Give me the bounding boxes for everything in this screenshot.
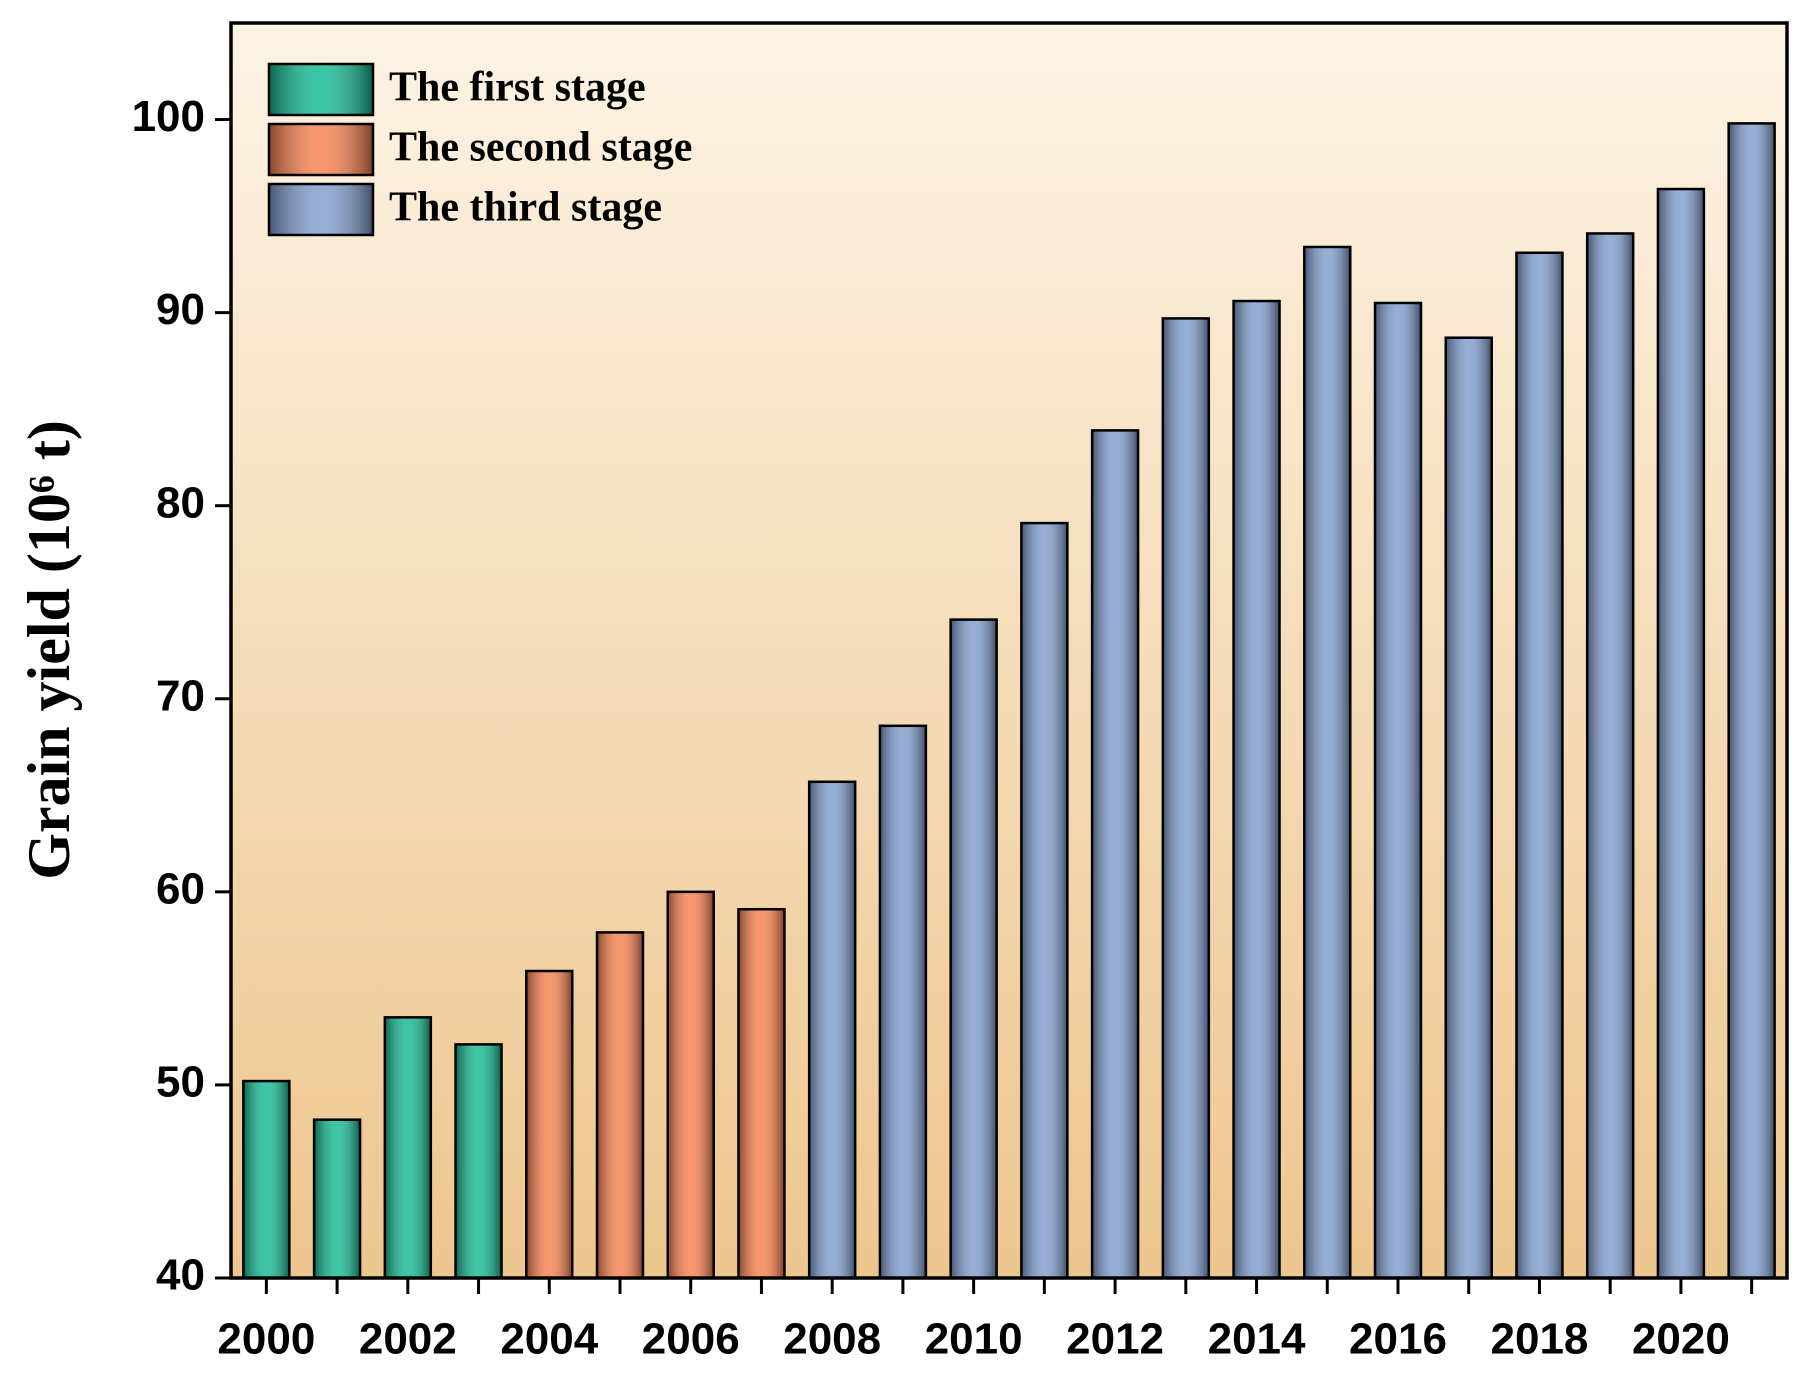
legend-swatch-shade: [267, 122, 375, 177]
legend-swatch-shade: [267, 182, 375, 237]
bar-shade: [878, 724, 928, 1280]
bar-shade: [1444, 336, 1493, 1280]
x-tick-label: 2016: [1349, 1315, 1447, 1364]
bar-shade: [312, 1118, 362, 1280]
bar-shade: [737, 907, 786, 1280]
y-tick-label: 50: [156, 1058, 205, 1107]
bar-shade: [1515, 251, 1564, 1280]
bar-shade: [595, 931, 645, 1280]
plot-frame: [229, 21, 1789, 1280]
x-tick-label: 2018: [1491, 1315, 1589, 1364]
y-tick-label: 100: [132, 92, 205, 141]
bar-shade: [1303, 245, 1352, 1280]
bar-shade: [525, 969, 574, 1280]
y-tick-label: 60: [156, 864, 205, 913]
bar-shade: [1090, 429, 1140, 1280]
y-axis-label: Grain yield (10⁶ t): [16, 420, 82, 880]
y-tick-label: 90: [156, 285, 205, 334]
x-tick-label: 2012: [1066, 1315, 1164, 1364]
y-tick-label: 70: [156, 671, 205, 720]
x-tick-label: 2000: [217, 1315, 315, 1364]
bar-shade: [1373, 301, 1423, 1280]
x-tick-label: 2008: [783, 1315, 881, 1364]
x-tick-label: 2006: [642, 1315, 740, 1364]
bar-shade: [1656, 187, 1706, 1280]
bar-shade: [1161, 317, 1211, 1280]
x-tick-label: 2020: [1632, 1315, 1730, 1364]
y-tick-label: 40: [156, 1251, 205, 1300]
bar-shade: [242, 1079, 291, 1280]
legend-label: The third stage: [389, 185, 662, 231]
bar-shade: [454, 1043, 503, 1280]
x-tick-label: 2002: [359, 1315, 457, 1364]
y-tick-label: 80: [156, 478, 205, 527]
legend-label: The second stage: [389, 125, 692, 171]
bar-shade: [1232, 299, 1281, 1280]
legend-label: The first stage: [389, 65, 646, 111]
bar-shade: [1727, 122, 1776, 1280]
bar-shade: [1020, 521, 1069, 1280]
bar-shade: [383, 1016, 433, 1280]
bar-shade: [1585, 232, 1635, 1280]
x-tick-label: 2014: [1208, 1315, 1306, 1364]
legend-swatch-shade: [267, 62, 375, 117]
x-tick-label: 2004: [500, 1315, 598, 1364]
bar-shade: [666, 890, 715, 1280]
x-tick-label: 2010: [925, 1315, 1023, 1364]
bar-shade: [949, 618, 998, 1280]
bar-shade: [807, 780, 857, 1280]
